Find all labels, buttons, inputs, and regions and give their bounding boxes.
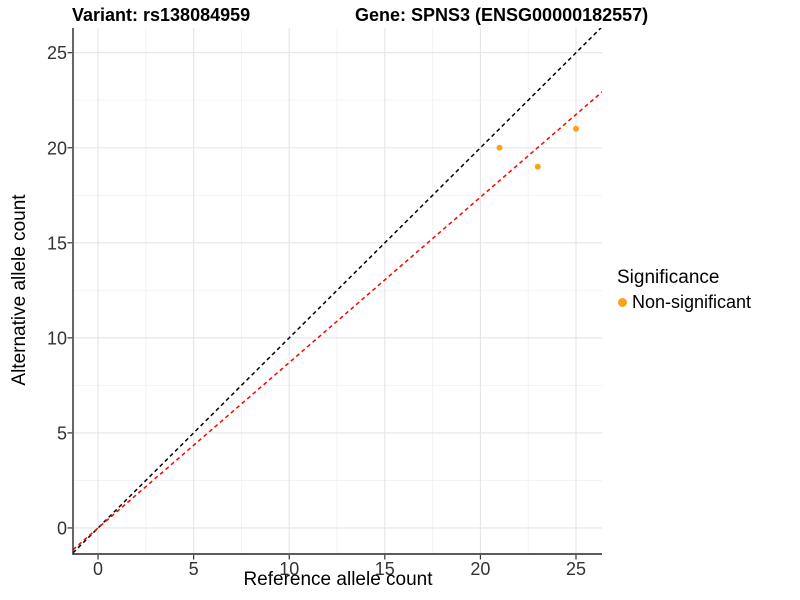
- y-tick-label: 10: [47, 328, 67, 348]
- y-axis-title: Alternative allele count: [9, 194, 30, 386]
- data-point: [572, 125, 579, 132]
- y-tick-label: 15: [47, 233, 67, 253]
- x-tick-label: 10: [279, 559, 299, 579]
- data-point: [534, 163, 541, 170]
- y-tick-label: 25: [47, 43, 67, 63]
- legend-item-non-significant: Non-significant: [614, 291, 751, 313]
- data-point: [496, 144, 503, 151]
- legend-title: Significance: [617, 267, 720, 288]
- x-tick-label: 25: [566, 559, 586, 579]
- x-tick-label: 15: [375, 559, 395, 579]
- plot-title-variant: Variant: rs138084959: [72, 5, 251, 25]
- y-tick-label: 5: [57, 423, 67, 443]
- identity-line: [73, 28, 602, 554]
- x-tick-label: 0: [93, 559, 103, 579]
- expected-ratio-line: [73, 91, 602, 551]
- plot-title-gene: Gene: SPNS3 (ENSG00000182557): [355, 5, 649, 25]
- legend-item-label: Non-significant: [632, 292, 752, 312]
- x-tick-label: 20: [470, 559, 490, 579]
- y-tick-label: 0: [57, 518, 67, 538]
- legend-point-icon: [618, 297, 627, 307]
- x-tick-label: 5: [189, 559, 199, 579]
- y-tick-label: 20: [47, 138, 67, 158]
- legend: Significance Non-significant: [614, 267, 751, 313]
- x-axis-title: Reference allele count: [243, 569, 433, 590]
